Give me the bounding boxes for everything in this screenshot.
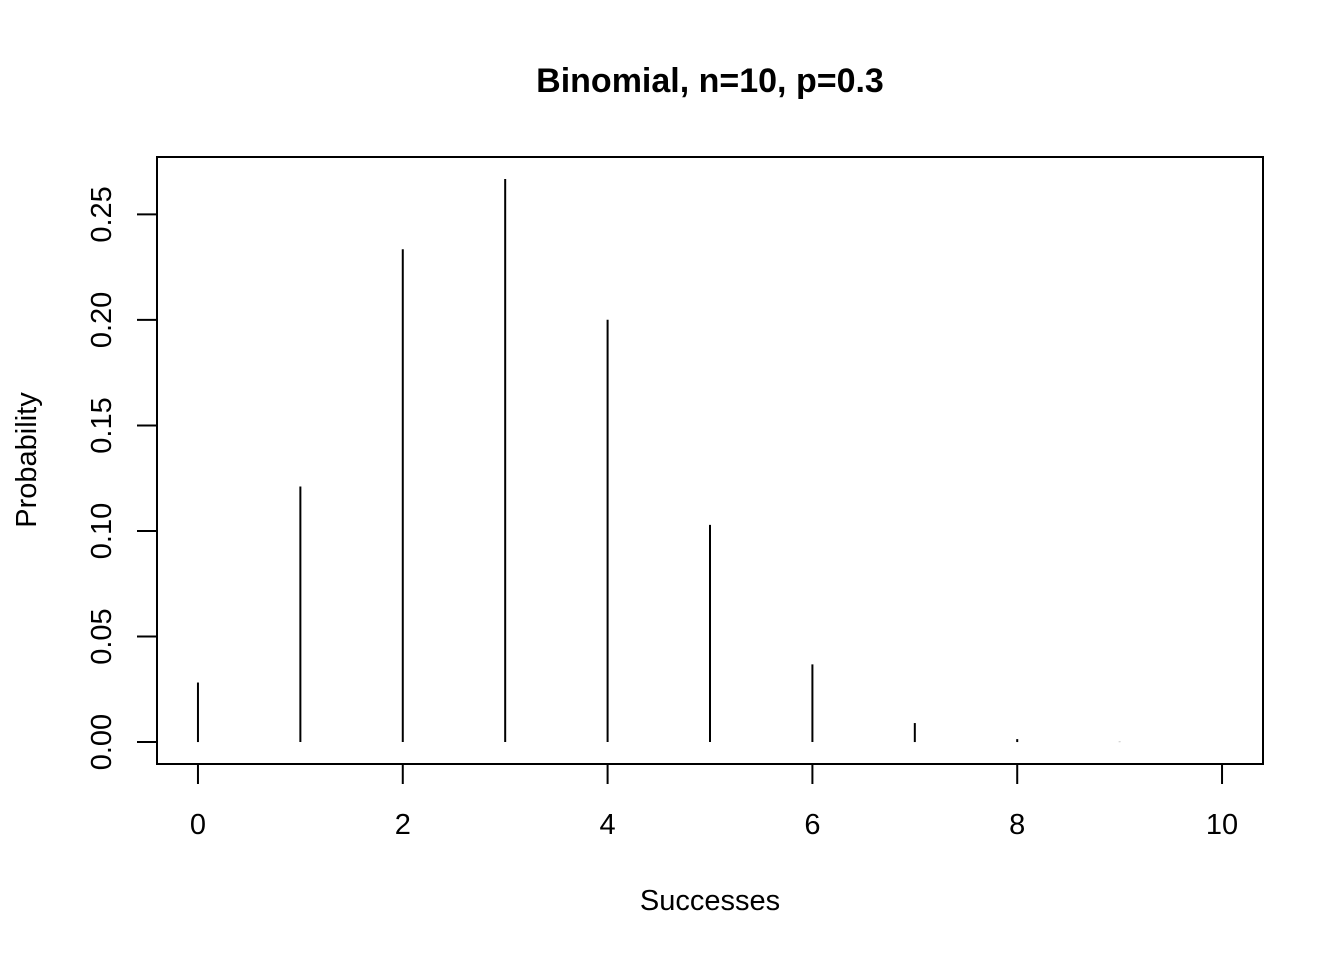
x-tick-label-4: 4 [600, 809, 616, 841]
y-tick-label-0.05: 0.05 [86, 608, 118, 664]
y-axis-label: Probability [11, 392, 43, 528]
x-axis-label: Successes [640, 885, 780, 917]
y-tick-label-0.25: 0.25 [86, 186, 118, 242]
x-tick-label-6: 6 [804, 809, 820, 841]
y-tick-label-0.00: 0.00 [86, 714, 118, 770]
y-tick-label-0.10: 0.10 [86, 503, 118, 559]
y-axis: 0.00 0.05 0.10 0.15 0.20 0.25 [86, 186, 158, 770]
chart-title: Binomial, n=10, p=0.3 [536, 62, 884, 100]
x-tick-label-8: 8 [1009, 809, 1025, 841]
y-tick-label-0.20: 0.20 [86, 292, 118, 348]
x-axis: 0 2 4 6 8 10 [190, 763, 1238, 841]
x-tick-label-0: 0 [190, 809, 206, 841]
bars-group [196, 178, 1121, 743]
x-tick-label-10: 10 [1206, 809, 1238, 841]
x-tick-label-2: 2 [395, 809, 411, 841]
y-tick-label-0.15: 0.15 [86, 397, 118, 453]
